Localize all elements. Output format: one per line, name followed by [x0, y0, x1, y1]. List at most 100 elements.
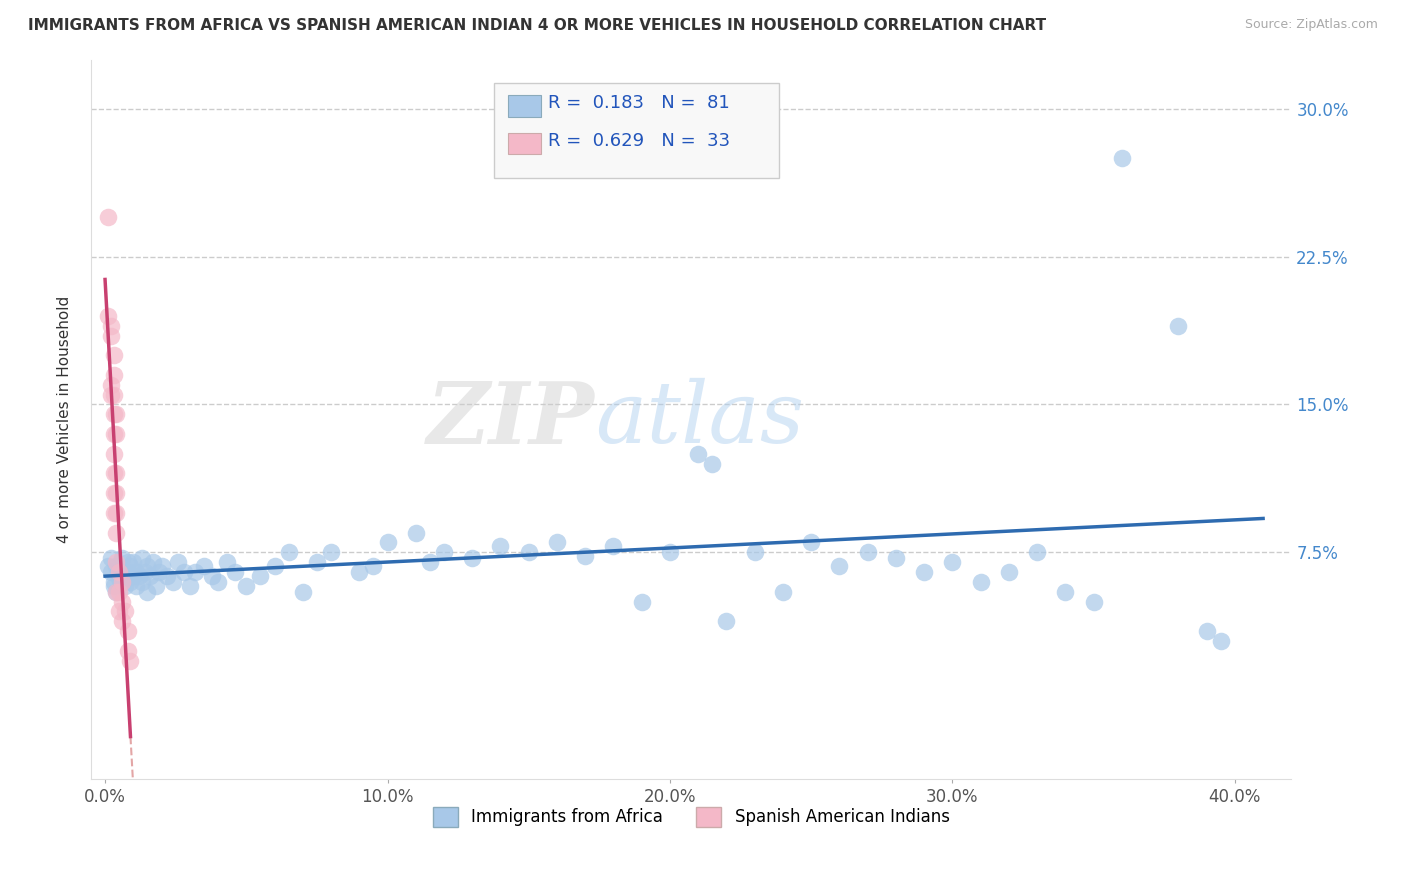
Point	[772, 584, 794, 599]
Point	[1111, 151, 1133, 165]
Point	[224, 565, 246, 579]
Point	[249, 569, 271, 583]
Point	[136, 559, 159, 574]
Point	[702, 457, 724, 471]
Point	[884, 551, 907, 566]
Point	[150, 559, 173, 574]
Point	[1167, 318, 1189, 333]
Point	[103, 368, 125, 382]
Point	[100, 565, 122, 579]
Point	[120, 559, 142, 574]
Point	[105, 584, 128, 599]
Text: ZIP: ZIP	[427, 377, 595, 461]
Point	[744, 545, 766, 559]
Point	[117, 555, 139, 569]
Point	[111, 574, 134, 589]
Point	[100, 328, 122, 343]
Point	[969, 574, 991, 589]
Point	[602, 540, 624, 554]
Point	[97, 559, 120, 574]
Point	[105, 555, 128, 569]
Point	[111, 594, 134, 608]
Point	[103, 427, 125, 442]
Point	[658, 545, 681, 559]
Point	[111, 551, 134, 566]
Point	[103, 387, 125, 401]
Point	[136, 584, 159, 599]
Text: R =  0.629   N =  33: R = 0.629 N = 33	[548, 132, 731, 150]
Point	[363, 559, 385, 574]
Point	[139, 569, 162, 583]
Point	[114, 579, 136, 593]
Point	[856, 545, 879, 559]
Point	[1209, 634, 1232, 648]
Point	[103, 348, 125, 362]
Point	[419, 555, 441, 569]
Point	[998, 565, 1021, 579]
Point	[97, 211, 120, 225]
Point	[131, 551, 153, 566]
Point	[120, 654, 142, 668]
Point	[100, 318, 122, 333]
Point	[156, 569, 179, 583]
Point	[1054, 584, 1077, 599]
Point	[125, 565, 148, 579]
Point	[122, 555, 145, 569]
Point	[103, 486, 125, 500]
Point	[100, 377, 122, 392]
Point	[215, 555, 238, 569]
Point	[179, 579, 201, 593]
Point	[105, 584, 128, 599]
Point	[433, 545, 456, 559]
Point	[100, 387, 122, 401]
Point	[105, 486, 128, 500]
Point	[277, 545, 299, 559]
Point	[630, 594, 652, 608]
Point	[148, 565, 170, 579]
Point	[108, 565, 131, 579]
Point	[800, 535, 823, 549]
Point	[405, 525, 427, 540]
Point	[167, 555, 190, 569]
Point	[145, 579, 167, 593]
Point	[517, 545, 540, 559]
Point	[108, 571, 131, 585]
Point	[105, 407, 128, 421]
Point	[461, 551, 484, 566]
Text: R =  0.183   N =  81: R = 0.183 N = 81	[548, 95, 730, 112]
Point	[688, 447, 710, 461]
Point	[142, 555, 165, 569]
Point	[117, 644, 139, 658]
Point	[103, 506, 125, 520]
Point	[828, 559, 851, 574]
Point	[184, 565, 207, 579]
Point	[716, 614, 738, 628]
Text: IMMIGRANTS FROM AFRICA VS SPANISH AMERICAN INDIAN 4 OR MORE VEHICLES IN HOUSEHOL: IMMIGRANTS FROM AFRICA VS SPANISH AMERIC…	[28, 18, 1046, 33]
Point	[105, 506, 128, 520]
Point	[134, 565, 156, 579]
Point	[114, 604, 136, 618]
Text: atlas: atlas	[595, 378, 804, 460]
Point	[117, 565, 139, 579]
Point	[105, 427, 128, 442]
Point	[103, 579, 125, 593]
Point	[128, 569, 150, 583]
Point	[103, 574, 125, 589]
Point	[377, 535, 399, 549]
Point	[103, 447, 125, 461]
Point	[1026, 545, 1049, 559]
Legend: Immigrants from Africa, Spanish American Indians: Immigrants from Africa, Spanish American…	[425, 798, 957, 835]
Point	[546, 535, 568, 549]
Point	[173, 565, 195, 579]
Point	[125, 579, 148, 593]
Point	[105, 467, 128, 481]
Point	[131, 574, 153, 589]
Point	[489, 540, 512, 554]
Point	[117, 624, 139, 639]
Point	[105, 559, 128, 574]
Point	[349, 565, 371, 579]
Point	[120, 574, 142, 589]
Point	[162, 574, 184, 589]
Point	[103, 407, 125, 421]
Point	[193, 559, 215, 574]
